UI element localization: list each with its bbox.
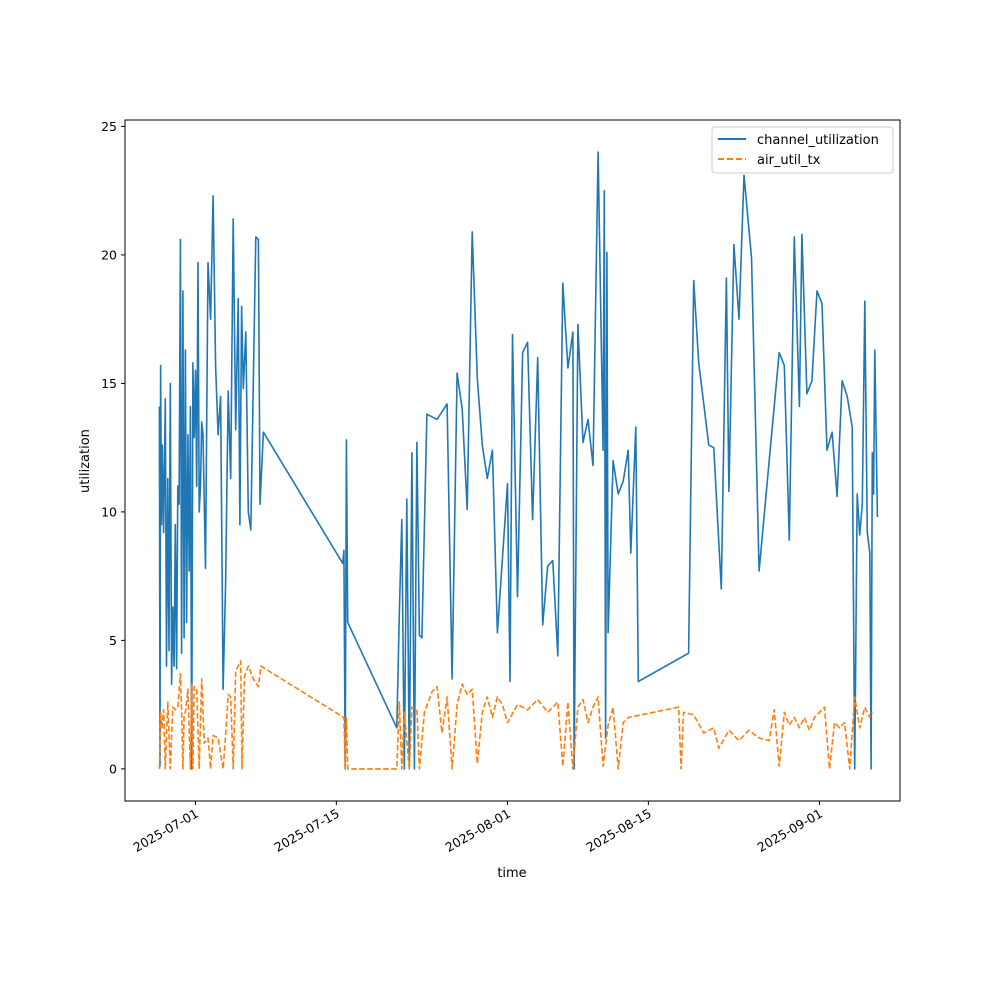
series-layer [158, 151, 879, 770]
y-tick-label: 5 [109, 633, 117, 648]
x-axis-label: time [497, 866, 526, 881]
y-tick-label: 0 [109, 761, 117, 776]
y-tick-label: 25 [101, 119, 117, 134]
y-axis-label: utilization [78, 429, 93, 493]
y-axis: 0 5 10 15 20 25 [101, 119, 125, 776]
series-line-air-util-tx [158, 660, 874, 770]
plot-frame [124, 119, 901, 802]
legend-box [711, 126, 894, 174]
legend: channel_utilization air_util_tx [711, 126, 894, 174]
y-tick-label: 10 [101, 504, 117, 519]
legend-label-channel-utilization: channel_utilization [757, 133, 879, 148]
y-tick-label: 20 [101, 247, 117, 262]
series-line-channel-utilization [158, 151, 879, 770]
legend-label-air-util-tx: air_util_tx [757, 153, 821, 168]
y-tick-label: 15 [101, 376, 117, 391]
